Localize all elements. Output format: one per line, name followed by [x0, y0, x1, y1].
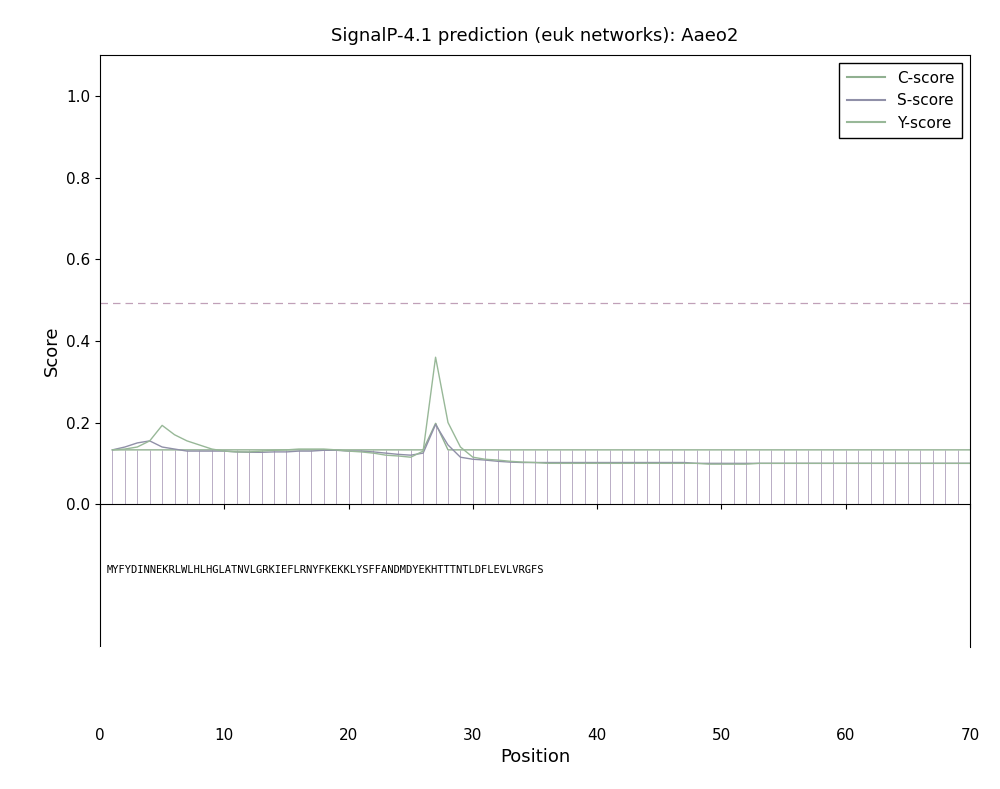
C-score: [218, 445, 230, 454]
C-score: [840, 445, 852, 454]
Title: SignalP-4.1 prediction (euk networks): Aaeo2: SignalP-4.1 prediction (euk networks): A…: [331, 28, 739, 45]
C-score: [591, 445, 603, 454]
Line: C-score: C-score: [112, 424, 970, 450]
Y-score: [367, 448, 379, 458]
S-score: [865, 458, 877, 468]
S-score: [218, 447, 230, 456]
S-score: [591, 458, 603, 467]
S-score: [305, 447, 317, 456]
S-score: [479, 455, 491, 465]
Y-score: [591, 458, 603, 468]
Y-score: [430, 353, 442, 362]
S-score: [430, 420, 442, 429]
C-score: [106, 445, 118, 454]
Y-score: [865, 458, 877, 468]
Text: MYFYDINNEKRLWLHLHGLATNVLGRKIEFLRNYFKEKKLYSFFANDMDYEKHTTTNTLDFLEVLVRGFS: MYFYDINNEKRLWLHLHGLATNVLGRKIEFLRNYFKEKKL…: [106, 566, 544, 575]
Y-score: [305, 444, 317, 454]
S-score: [106, 445, 118, 454]
X-axis label: Position: Position: [500, 748, 570, 766]
Y-score: [218, 447, 230, 456]
S-score: [691, 458, 703, 468]
Y-score: [106, 445, 118, 454]
C-score: [430, 419, 442, 428]
C-score: [367, 445, 379, 454]
Y-score: [964, 458, 976, 468]
C-score: [305, 445, 317, 454]
S-score: [367, 447, 379, 457]
C-score: [852, 445, 864, 454]
Legend: C-score, S-score, Y-score: C-score, S-score, Y-score: [839, 63, 962, 138]
Y-score: [479, 454, 491, 464]
S-score: [964, 458, 976, 468]
Y-score: [703, 459, 715, 469]
Y-axis label: Score: Score: [42, 326, 60, 376]
Line: Y-score: Y-score: [112, 357, 970, 464]
Line: S-score: S-score: [112, 424, 970, 463]
C-score: [964, 445, 976, 454]
